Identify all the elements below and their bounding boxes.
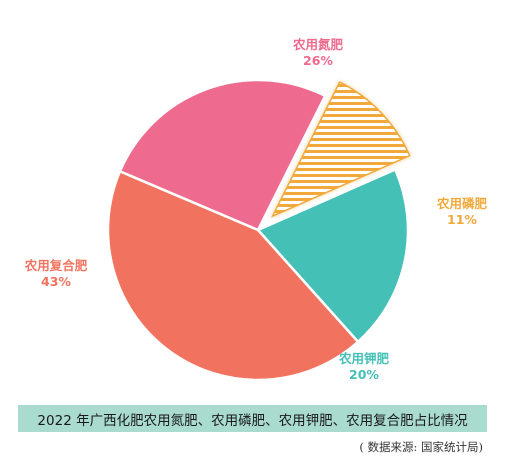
slice-value-label-1: 26%	[303, 53, 333, 68]
pie-slice-2	[270, 81, 411, 218]
slice-label-2: 农用磷肥	[436, 196, 488, 211]
slice-value-label-3: 20%	[349, 367, 379, 382]
slice-label-4: 农用复合肥	[24, 258, 88, 273]
data-source-note: ( 数据来源: 国家统计局)	[359, 440, 483, 454]
slice-label-1: 农用氮肥	[292, 37, 344, 52]
slice-value-label-4: 43%	[41, 274, 71, 289]
chart-title-bar: 2022 年广西化肥农用氮肥、农用磷肥、农用钾肥、农用复合肥占比情况	[18, 405, 487, 432]
chart-title: 2022 年广西化肥农用氮肥、农用磷肥、农用钾肥、农用复合肥占比情况	[37, 412, 468, 429]
slice-label-3: 农用钾肥	[338, 351, 390, 366]
slice-value-label-2: 11%	[447, 212, 477, 227]
pie-slice-3	[255, 167, 410, 344]
pie-slice-4	[106, 169, 360, 382]
